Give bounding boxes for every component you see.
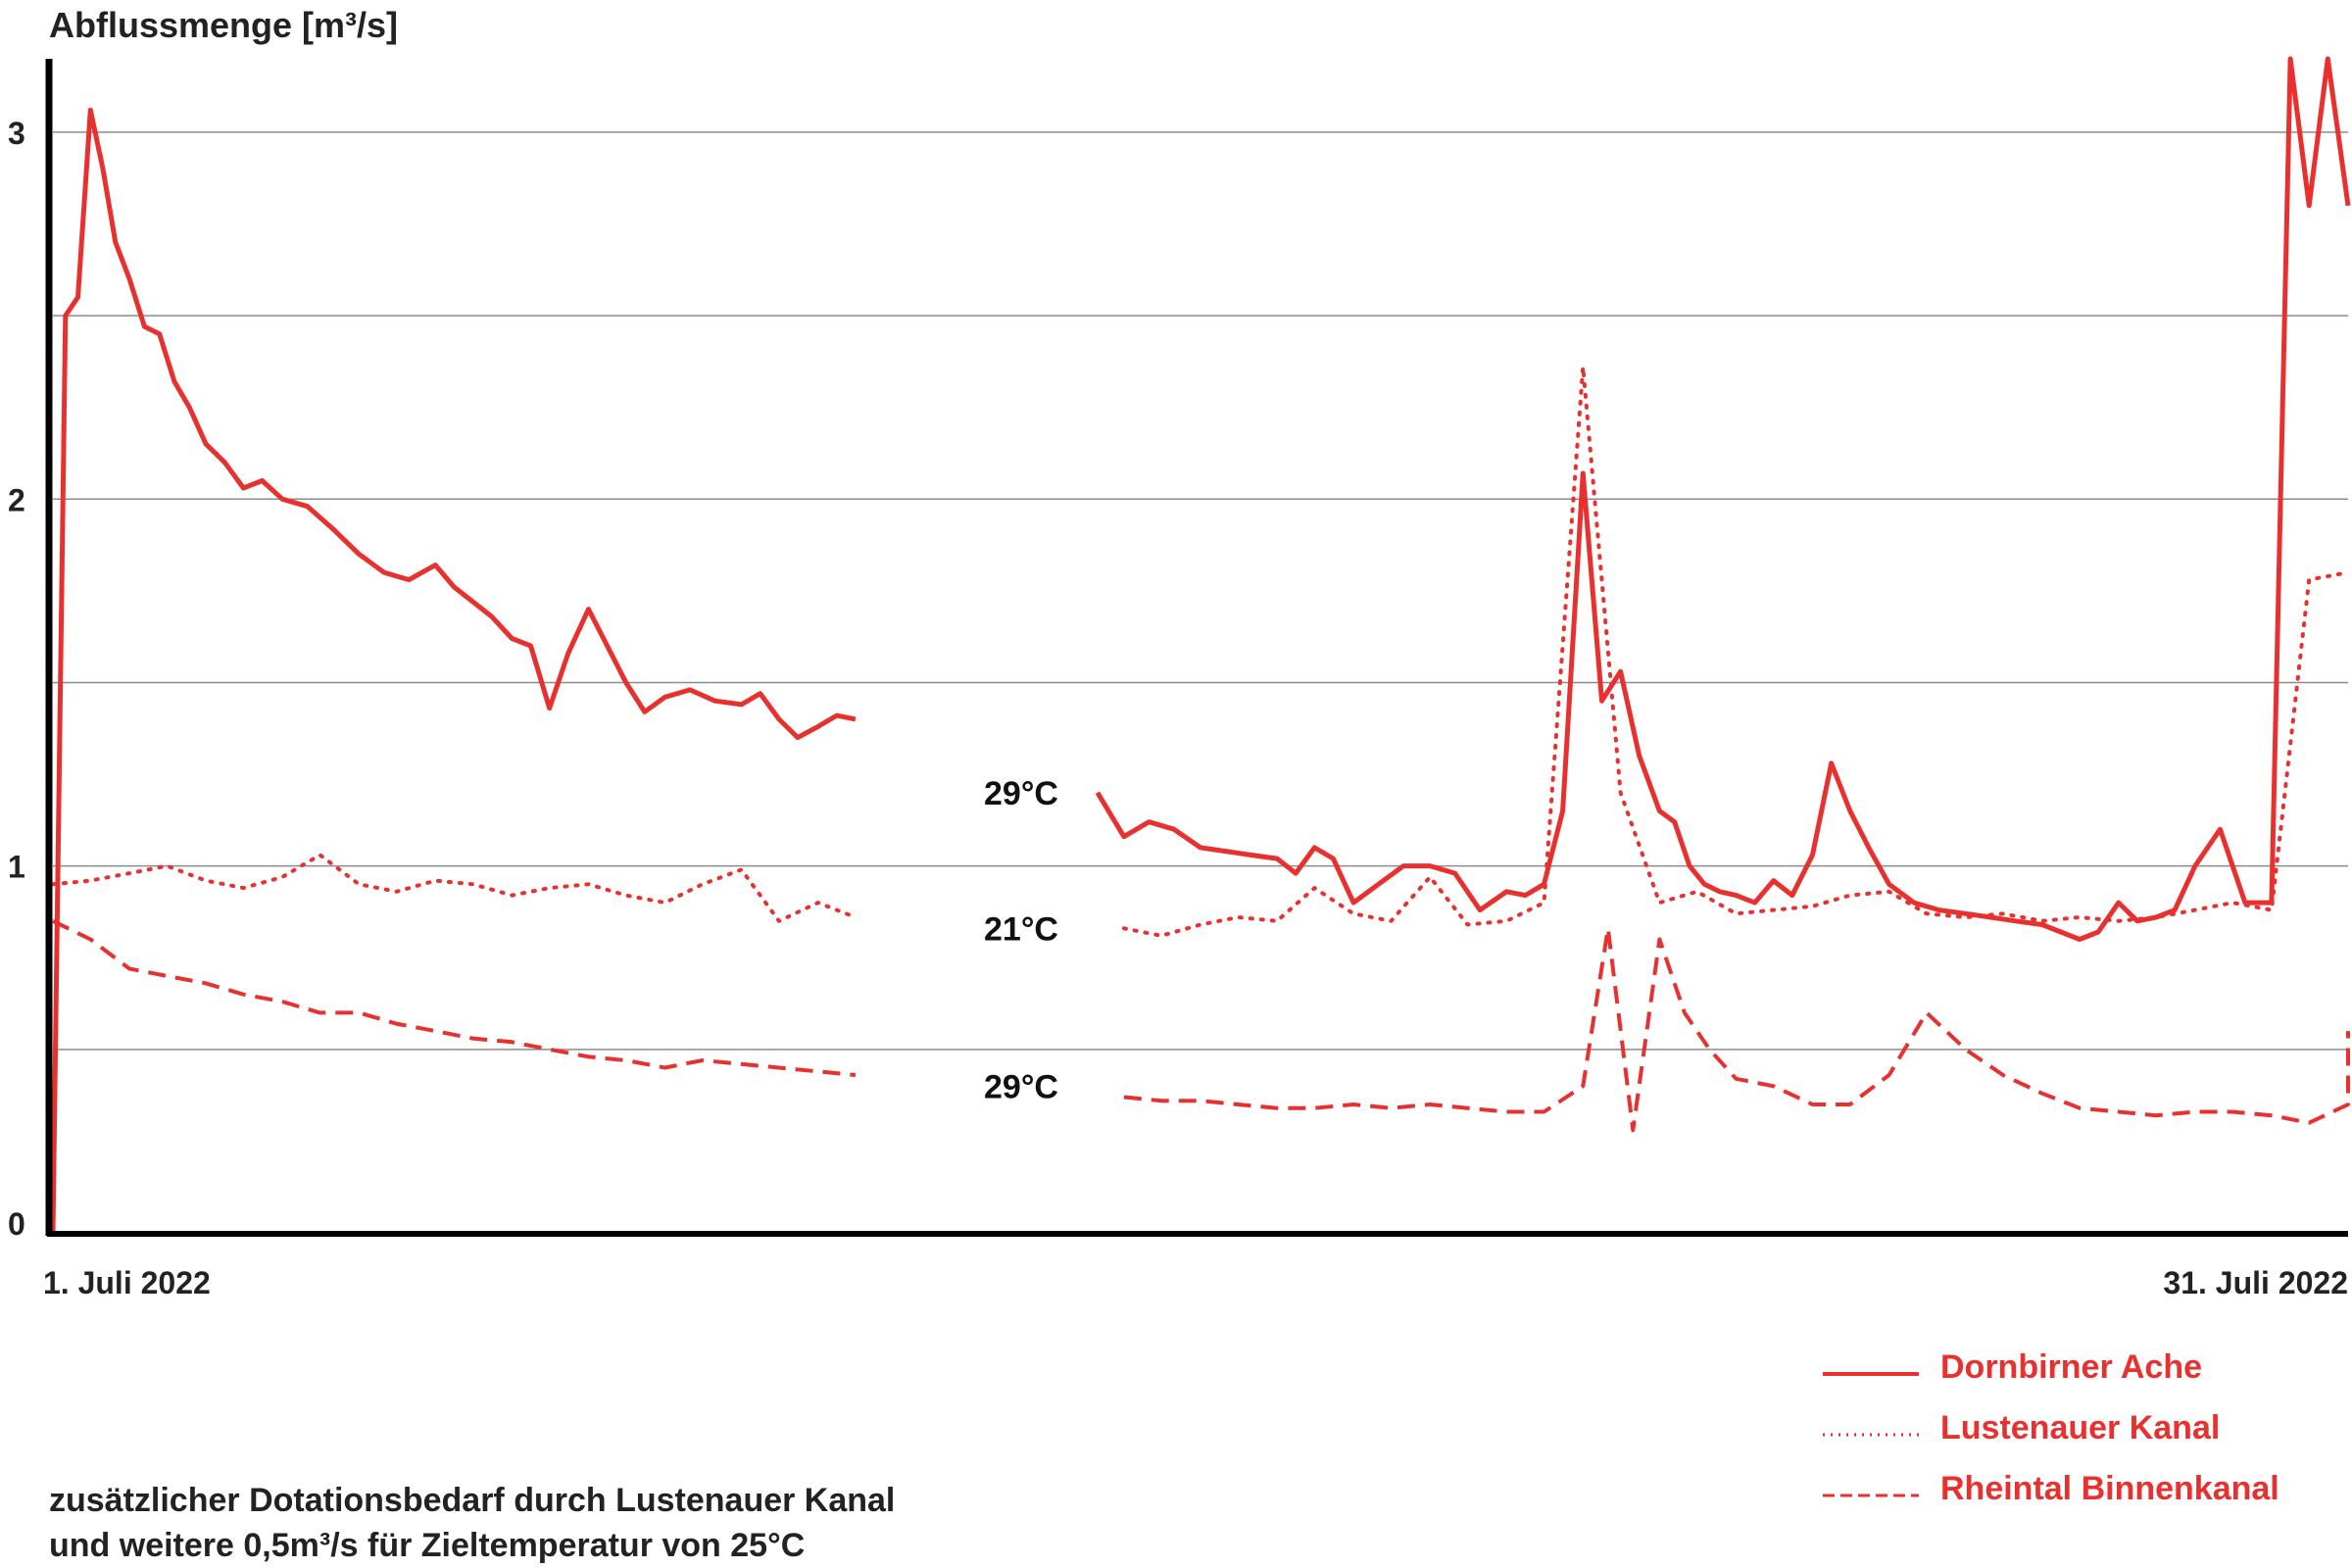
note-line-1: zusätzlicher Dotationsbedarf durch Luste… <box>49 1482 895 1519</box>
series-line-rheintal-binnenkanal <box>52 919 857 1077</box>
temperature-annotation: 29°C <box>984 775 1058 812</box>
series-line-dornbirner-ache <box>50 107 857 1234</box>
y-tick-label: 1 <box>8 850 25 885</box>
gridlines <box>53 131 2348 1051</box>
y-axis-title: Abflussmenge [m³/s] <box>49 5 398 45</box>
legend: Dornbirner Ache Lustenauer Kanal Rheintal … <box>1823 1348 2279 1507</box>
note-line-2: und weitere 0,5m³/s für Zieltemperatur v… <box>49 1527 805 1564</box>
legend-label: Lustenauer Kanal <box>1940 1409 2220 1446</box>
temperature-annotation: 21°C <box>984 910 1058 948</box>
legend-label: Rheintal Binnenkanal <box>1940 1470 2279 1507</box>
series-line-lustenauer-kanal <box>51 853 858 923</box>
annotations: 29°C 21°C 29°C <box>984 775 1058 1106</box>
y-tick-label: 3 <box>8 116 25 151</box>
y-tick-label: 0 <box>8 1206 25 1242</box>
x-tick-label: 31. Juli 2022 <box>2163 1265 2348 1300</box>
legend-label: Dornbirner Ache <box>1940 1348 2202 1386</box>
y-tick-label: 2 <box>8 482 25 517</box>
x-tick-label: 1. Juli 2022 <box>43 1265 211 1300</box>
temperature-annotation: 29°C <box>984 1068 1058 1105</box>
series-line-rheintal-binnenkanal <box>1123 926 2350 1133</box>
series-line-lustenauer-kanal <box>1121 365 2350 938</box>
series-layer <box>50 56 2351 1234</box>
